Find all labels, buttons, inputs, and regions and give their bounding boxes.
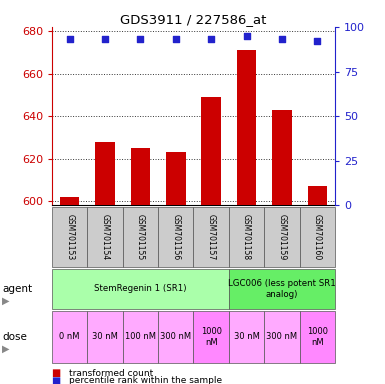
Text: GSM701159: GSM701159	[277, 214, 286, 260]
Bar	[60, 197, 79, 205]
Text: GSM701156: GSM701156	[171, 214, 180, 260]
Text: transformed count: transformed count	[69, 369, 154, 378]
Text: 0 nM: 0 nM	[59, 333, 80, 341]
Point	[314, 38, 320, 44]
Text: dose: dose	[2, 332, 27, 342]
Text: 300 nM: 300 nM	[160, 333, 191, 341]
Point	[67, 36, 73, 43]
Text: 1000
nM: 1000 nM	[201, 327, 222, 347]
Text: percentile rank within the sample: percentile rank within the sample	[69, 376, 223, 384]
Text: GSM701158: GSM701158	[242, 214, 251, 260]
Text: 30 nM: 30 nM	[234, 333, 259, 341]
Point	[208, 36, 214, 43]
Bar	[272, 110, 291, 205]
Text: agent: agent	[2, 284, 32, 294]
Bar	[308, 186, 327, 205]
Text: GSM701154: GSM701154	[100, 214, 110, 260]
Point	[279, 36, 285, 43]
Point	[173, 36, 179, 43]
Point	[137, 36, 144, 43]
Text: ■: ■	[52, 376, 64, 384]
Bar	[131, 148, 150, 205]
Text: 1000
nM: 1000 nM	[307, 327, 328, 347]
Bar	[95, 142, 115, 205]
Text: ▶: ▶	[2, 296, 9, 306]
Title: GDS3911 / 227586_at: GDS3911 / 227586_at	[120, 13, 267, 26]
Bar	[201, 97, 221, 205]
Text: GSM701160: GSM701160	[313, 214, 322, 260]
Text: StemRegenin 1 (SR1): StemRegenin 1 (SR1)	[94, 285, 187, 293]
Text: ■: ■	[52, 368, 64, 378]
Text: 100 nM: 100 nM	[125, 333, 156, 341]
Point	[243, 33, 249, 39]
Text: GSM701153: GSM701153	[65, 214, 74, 260]
Point	[102, 36, 108, 43]
Text: ▶: ▶	[2, 344, 9, 354]
Bar	[166, 152, 186, 205]
Text: GSM701155: GSM701155	[136, 214, 145, 260]
Bar	[237, 50, 256, 205]
Text: 30 nM: 30 nM	[92, 333, 118, 341]
Text: 300 nM: 300 nM	[266, 333, 298, 341]
Text: GSM701157: GSM701157	[207, 214, 216, 260]
Text: LGC006 (less potent SR1
analog): LGC006 (less potent SR1 analog)	[228, 279, 336, 299]
